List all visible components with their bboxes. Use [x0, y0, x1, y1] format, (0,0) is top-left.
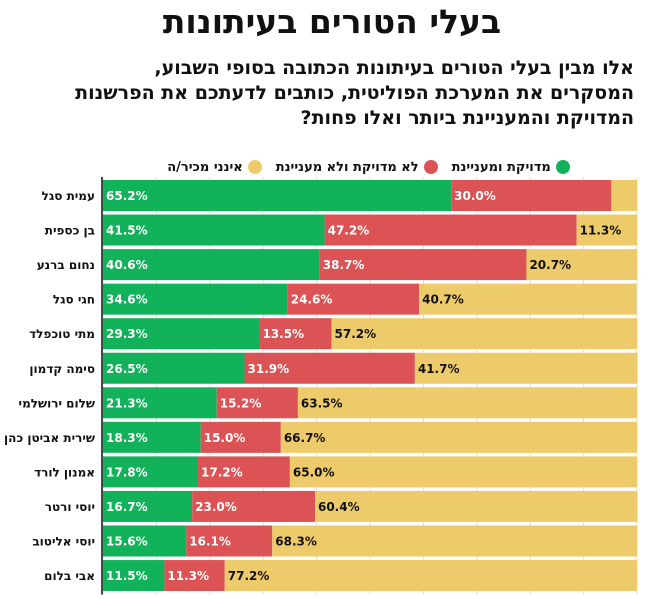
- data-label: 77.2%: [228, 569, 270, 583]
- category-label: שלום ירושלמי: [19, 396, 95, 410]
- data-label: 15.2%: [220, 396, 262, 410]
- category-label: נחום ברנע: [37, 258, 95, 272]
- bar-segment: [272, 525, 637, 557]
- legend-label: אינני מכיר/ה: [167, 159, 243, 175]
- subtitle-line: המדויקת והמעניינת ביותר ואלו פחות?: [300, 107, 634, 129]
- bar-segment: [103, 180, 452, 211]
- legend-label: לא מדויקת ולא מעניינת: [275, 159, 419, 175]
- bar-segment: [576, 214, 637, 246]
- bar-segment: [314, 490, 638, 522]
- data-label: 23.0%: [195, 500, 237, 514]
- data-label: 34.6%: [106, 293, 148, 307]
- data-label: 21.3%: [106, 396, 148, 410]
- bar-segment: [414, 352, 638, 384]
- bar-segment: [200, 421, 281, 453]
- data-label: 65.2%: [106, 189, 148, 203]
- category-label: יוסי ורטר: [45, 500, 95, 514]
- bar-segment: [526, 249, 637, 281]
- chart-subtitle: אלו מבין בעלי הטורים בעיתונות הכתובה בסו…: [14, 56, 634, 131]
- data-label: 11.3%: [167, 569, 209, 583]
- data-label: 16.1%: [189, 535, 231, 549]
- subtitle-line: אלו מבין בעלי הטורים בעיתונות הכתובה בסו…: [154, 57, 634, 79]
- bar-segment: [331, 318, 637, 350]
- legend-swatch: [423, 160, 438, 174]
- data-label: 38.7%: [323, 258, 365, 272]
- bar-segment: [192, 490, 315, 522]
- bar-segment: [103, 525, 187, 557]
- bar-segment: [103, 249, 320, 281]
- bar-segment: [164, 560, 225, 592]
- data-label: 26.5%: [106, 362, 148, 376]
- bar-segment: [186, 525, 273, 557]
- data-label: 40.6%: [106, 258, 148, 272]
- bar-segment: [419, 283, 637, 315]
- data-label: 11.3%: [580, 224, 622, 238]
- data-label: 65.0%: [293, 465, 335, 479]
- data-label: 63.5%: [301, 396, 343, 410]
- legend-item-not-accurate: לא מדויקת ולא מעניינת: [276, 157, 438, 177]
- data-label: 66.7%: [284, 431, 326, 445]
- bar-segment: [103, 387, 217, 419]
- data-label: 15.6%: [106, 535, 148, 549]
- category-label: בן כספית: [45, 224, 95, 238]
- legend-swatch: [247, 160, 262, 174]
- legend: מדויקת ומעניינת לא מדויקת ולא מעניינת אי…: [100, 157, 637, 177]
- chart-title: בעלי הטורים בעיתונות: [162, 2, 502, 41]
- bar-segment: [216, 387, 298, 419]
- subtitle-line: המסקרים את המערכת הפוליטית, כותבים לדעתכ…: [75, 82, 634, 104]
- bar-segment: [287, 283, 420, 315]
- category-label: מתי טוכפלד: [29, 327, 95, 341]
- category-label: יוסי אליטוב: [32, 535, 95, 549]
- category-label: סימה קדמון: [29, 362, 95, 376]
- data-label: 13.5%: [262, 327, 304, 341]
- category-label: חגי סגל: [53, 293, 95, 307]
- bar-segment: [103, 560, 165, 592]
- bar-segment: [324, 214, 577, 246]
- data-label: 68.3%: [275, 535, 317, 549]
- category-label: עמית סגל: [42, 189, 95, 203]
- bar-segment: [297, 387, 637, 419]
- bar-segment: [319, 249, 527, 281]
- bar-segment: [103, 421, 201, 453]
- category-label: אבי בלום: [44, 569, 95, 583]
- bar-segment: [103, 490, 193, 522]
- data-label: 20.7%: [529, 258, 571, 272]
- bar-segment: [103, 456, 199, 488]
- bar-segment: [259, 318, 332, 350]
- category-label: שירית אביטן כהן: [4, 431, 95, 445]
- legend-swatch: [555, 160, 570, 174]
- bar-segment: [451, 180, 612, 211]
- bar-segment: [611, 180, 637, 211]
- data-label: 11.5%: [106, 569, 148, 583]
- bar-segment: [103, 214, 325, 246]
- data-label: 47.2%: [328, 224, 370, 238]
- data-label: 24.6%: [291, 293, 333, 307]
- data-label: 16.7%: [106, 500, 148, 514]
- bar-segment: [103, 283, 288, 315]
- bar-segment: [289, 456, 637, 488]
- data-label: 41.7%: [418, 362, 460, 376]
- data-label: 18.3%: [106, 431, 148, 445]
- legend-item-accurate: מדויקת ומעניינת: [452, 157, 570, 177]
- bar-segment: [103, 318, 260, 350]
- data-label: 17.8%: [106, 465, 148, 479]
- data-label: 15.0%: [204, 431, 246, 445]
- category-label: אמנון לורד: [34, 465, 95, 479]
- data-label: 40.7%: [422, 293, 464, 307]
- data-label: 41.5%: [106, 224, 148, 238]
- bar-segment: [244, 352, 415, 384]
- legend-label: מדויקת ומעניינת: [451, 159, 551, 175]
- data-label: 29.3%: [106, 327, 148, 341]
- bar-segment: [224, 560, 637, 592]
- bar-segment: [103, 352, 245, 384]
- data-label: 30.0%: [454, 189, 496, 203]
- data-label: 57.2%: [335, 327, 377, 341]
- data-label: 17.2%: [201, 465, 243, 479]
- bar-segment: [280, 421, 637, 453]
- data-label: 31.9%: [248, 362, 290, 376]
- data-label: 60.4%: [318, 500, 360, 514]
- legend-item-unknown: אינני מכיר/ה: [167, 157, 262, 177]
- bar-segment: [198, 456, 290, 488]
